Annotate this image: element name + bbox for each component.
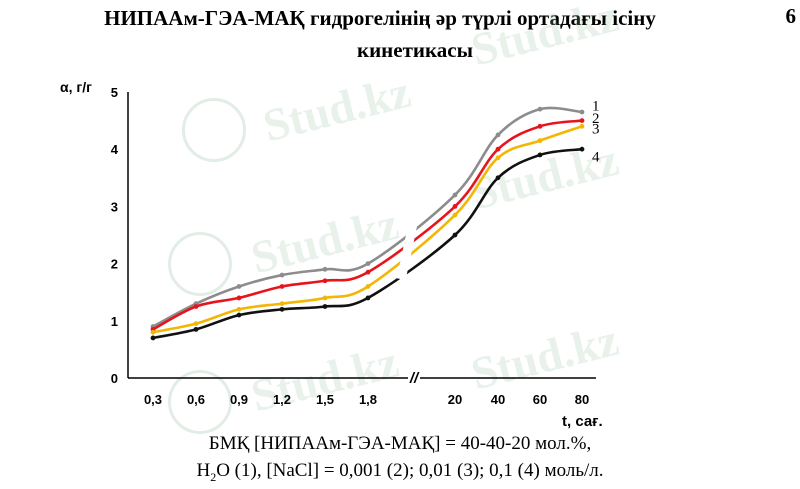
series-1-label: 1 xyxy=(592,98,600,114)
caption-line-2: H2O (1), [NaCl] = 0,001 (2); 0,01 (3); 0… xyxy=(0,459,800,489)
page-title: НИПААм-ГЭА-МАҚ гидрогелінің әр түрлі орт… xyxy=(0,2,800,66)
series-1-point xyxy=(279,272,285,278)
series-4-point xyxy=(579,146,585,152)
series-4-point xyxy=(495,175,501,181)
series-2-line xyxy=(152,119,583,331)
series-3-point xyxy=(236,306,242,312)
series-2-point xyxy=(495,146,501,152)
series-2-point xyxy=(452,204,458,209)
series-2-point xyxy=(236,295,242,301)
series-2-point xyxy=(279,284,285,289)
series-1-point xyxy=(236,284,242,289)
series-2-label: 2 xyxy=(592,111,600,127)
series-4-point xyxy=(322,304,328,309)
series-4-point xyxy=(279,306,285,312)
series-3-point xyxy=(537,138,543,144)
series-4-point xyxy=(150,335,156,341)
x-tick-label: 0,3 xyxy=(144,392,162,407)
series-2-point xyxy=(537,123,543,129)
title-line-1: НИПААм-ГЭА-МАҚ гидрогелінің әр түрлі орт… xyxy=(104,6,656,30)
series-3-line xyxy=(152,125,583,334)
series-1-point xyxy=(452,192,458,198)
x-tick-label: 20 xyxy=(448,392,462,407)
x-tick-label: 0,6 xyxy=(187,392,205,407)
y-tick-label: 5 xyxy=(111,85,118,100)
series-4-label: 4 xyxy=(592,149,600,165)
series-4-line xyxy=(152,147,583,340)
x-tick-label: 1,5 xyxy=(316,392,334,407)
x-tick-label: 1,2 xyxy=(273,392,291,407)
y-tick-label: 2 xyxy=(111,257,118,272)
y-tick-label: 4 xyxy=(111,142,119,157)
series-1-point xyxy=(322,266,328,272)
series-2-point xyxy=(365,269,371,275)
series-3-point xyxy=(193,321,199,327)
series-1-point xyxy=(495,132,501,138)
x-axis-label: t, сағ. xyxy=(562,413,603,430)
series-4-point xyxy=(537,152,543,158)
caption-sub: 2 xyxy=(210,469,217,484)
title-line-2: кинетикасы xyxy=(356,38,474,62)
axis-break-mark: // xyxy=(409,370,420,387)
y-axis-label: α, г/г xyxy=(60,79,92,95)
series-2-point xyxy=(322,278,328,284)
x-tick-label: 80 xyxy=(575,392,589,407)
x-tick-label: 60 xyxy=(533,392,547,407)
series-3-label: 3 xyxy=(592,122,600,138)
series-2-point xyxy=(579,118,585,123)
series-4-point xyxy=(452,232,458,238)
caption-h: H xyxy=(196,460,211,481)
series-2-point xyxy=(193,304,199,309)
series-4-point xyxy=(193,326,199,332)
series-3-point xyxy=(495,155,501,161)
series-3-point xyxy=(365,284,371,289)
page-number: 6 xyxy=(785,4,797,28)
series-3-point xyxy=(150,329,156,335)
x-tick-label: 1,8 xyxy=(359,392,377,407)
caption-rest: O (1), [NaCl] = 0,001 (2); 0,01 (3); 0,1… xyxy=(216,460,604,481)
y-tick-label: 0 xyxy=(111,371,118,386)
x-tick-label: 40 xyxy=(491,392,505,407)
series-1-point xyxy=(537,106,543,112)
x-tick-label: 0,9 xyxy=(230,392,248,407)
series-1-point xyxy=(579,109,585,115)
series-3-point xyxy=(279,301,285,307)
series-3-point xyxy=(322,295,328,301)
series-3-point xyxy=(579,123,585,129)
series-1-point xyxy=(365,261,371,266)
series-4-point xyxy=(365,295,371,301)
series-3-point xyxy=(452,212,458,218)
series-1-line xyxy=(152,106,583,328)
y-tick-label: 3 xyxy=(111,199,118,214)
y-tick-label: 1 xyxy=(111,314,118,329)
series-4-point xyxy=(236,312,242,318)
caption-line-1: БМҚ [НИПААм-ГЭА-МАҚ] = 40-40-20 мол.%, xyxy=(208,433,592,454)
axis-break-gap xyxy=(396,200,423,281)
